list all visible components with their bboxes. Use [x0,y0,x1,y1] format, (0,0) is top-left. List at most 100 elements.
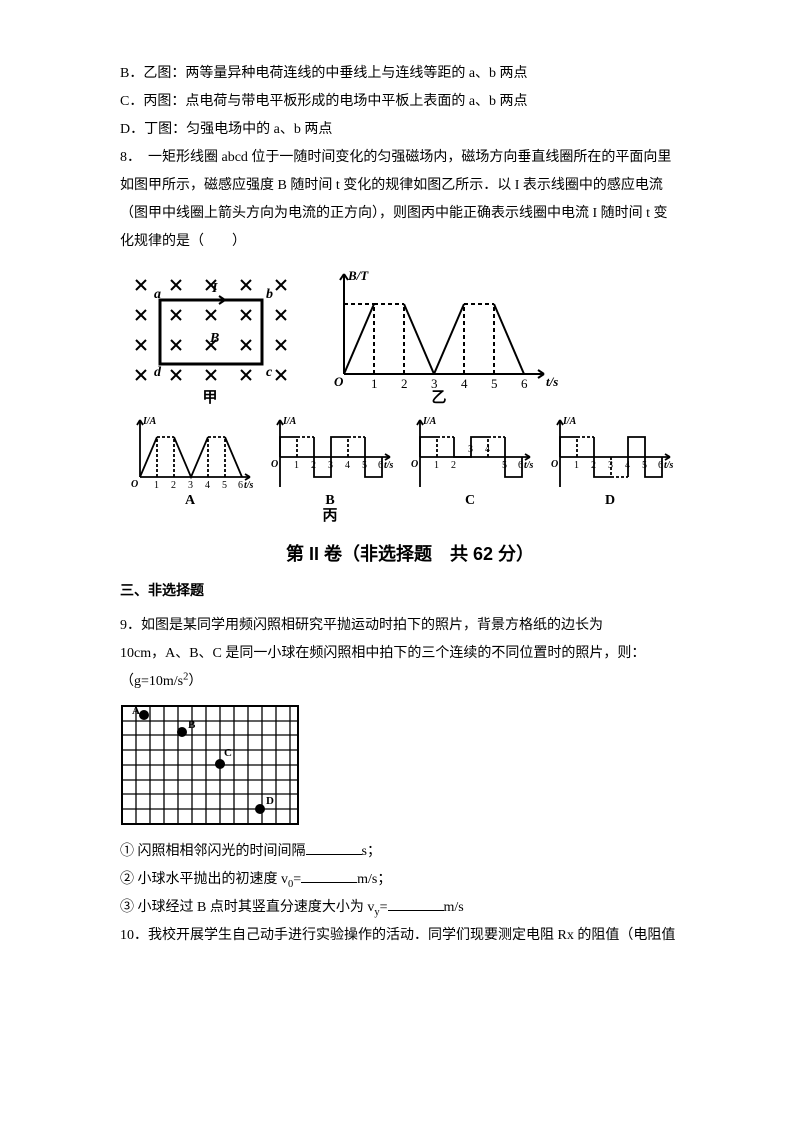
tick-yi-2: 2 [401,376,408,391]
svg-text:2: 2 [311,460,316,471]
svg-text:1: 1 [574,460,579,471]
tick-yi-4: 4 [461,376,468,391]
axis-bt: B/T [347,268,369,283]
blank-1 [306,840,362,855]
svg-text:2: 2 [451,460,456,471]
svg-text:3: 3 [328,460,333,471]
svg-text:3: 3 [188,480,193,491]
svg-text:O: O [334,374,344,389]
caption-yi: 乙 [431,390,446,404]
grid-label-a: A [132,705,140,717]
axis-ts-a: t/s [244,480,254,491]
svg-text:5: 5 [362,460,367,471]
tick-yi-6: 6 [521,376,528,391]
blank-3 [388,896,444,911]
q9-item2-prefix: ② 小球水平抛出的初速度 v [120,872,288,887]
q9-item1-prefix: ① 闪照相相邻闪光的时间间隔 [120,844,306,859]
opt-b-label: B [325,493,334,508]
figure-grid: A B C D [120,704,700,834]
option-c-text: C．丙图：点电荷与带电平板形成的电场中平板上表面的 a、b 两点 [120,94,528,109]
tick-yi-5: 5 [491,376,498,391]
axis-ia-c: I/A [422,416,437,427]
q9-line3: （g=10m/s2） [120,668,700,696]
svg-text:3: 3 [608,460,613,471]
grid-label-d: D [266,795,274,807]
figure-bing-row: I/A O 123456 t/s A I/A O 12 [120,412,700,522]
label-c: c [266,365,273,380]
svg-text:5: 5 [502,460,507,471]
axis-ia-a: I/A [142,416,157,427]
axis-ia-d: I/A [562,416,577,427]
label-a: a [154,287,161,302]
q9-item3-mid: = [380,900,388,915]
svg-text:2: 2 [591,460,596,471]
svg-text:O: O [551,459,558,470]
svg-text:5: 5 [642,460,647,471]
label-B-field: B [209,331,219,346]
svg-text:6: 6 [658,460,663,471]
axis-ts-c: t/s [524,460,534,471]
opt-a-label: A [185,493,196,508]
q9-item2-suffix: m/s； [357,872,391,887]
label-b: b [266,287,273,302]
option-b-text: B．乙图：两等量异种电荷连线的中垂线上与连线等距的 a、b 两点 [120,66,528,81]
svg-text:O: O [411,459,418,470]
q9-item3-prefix: ③ 小球经过 B 点时其竖直分速度大小为 v [120,900,374,915]
figure-jia-yi-row: a b c d I B 甲 [120,264,700,404]
option-d-text: D．丁图：匀强电场中的 a、b 两点 [120,122,332,137]
q9-item1: ① 闪照相相邻闪光的时间间隔 s； [120,838,700,866]
svg-text:2: 2 [171,480,176,491]
option-c: C．丙图：点电荷与带电平板形成的电场中平板上表面的 a、b 两点 [120,88,700,116]
q9-item3-suffix: m/s [444,900,464,915]
q9-item1-suffix: s； [362,844,381,859]
tick-yi-3: 3 [431,376,438,391]
q9-line3-suffix: ） [188,674,202,689]
q9-item3: ③ 小球经过 B 点时其竖直分速度大小为 vy=m/s [120,894,700,922]
grid-label-b: B [188,719,196,731]
svg-text:O: O [131,479,138,490]
svg-text:1: 1 [294,460,299,471]
svg-text:4: 4 [205,480,210,491]
figure-bing: I/A O 123456 t/s A I/A O 12 [120,412,680,522]
q8-line2: 如图甲所示，磁感应强度 B 随时间 t 变化的规律如图乙所示．以 I 表示线圈中… [120,172,700,200]
label-I: I [211,281,218,296]
svg-text:4: 4 [625,460,630,471]
svg-text:O: O [271,459,278,470]
opt-c-label: C [465,493,475,508]
tick-yi-1: 1 [371,376,378,391]
svg-text:1: 1 [154,480,159,491]
caption-bing: 丙 [322,507,337,522]
q9-line2: 10cm，A、B、C 是同一小球在频闪照相中拍下的三个连续的不同位置时的照片，则… [120,640,700,668]
q8-line1: 8． 一矩形线圈 abcd 位于一随时间变化的匀强磁场内，磁场方向垂直线圈所在的… [120,144,700,172]
section3-heading: 三、非选择题 [120,578,700,606]
svg-text:3: 3 [468,444,473,455]
figure-yi: B/T t/s O 1 2 3 4 5 6 乙 [314,264,564,404]
option-b: B．乙图：两等量异种电荷连线的中垂线上与连线等距的 a、b 两点 [120,60,700,88]
figure-jia: a b c d I B 甲 [120,264,310,404]
opt-d-label: D [605,493,615,508]
q8-line4: 化规律的是（ ） [120,228,700,256]
caption-jia: 甲 [202,389,217,404]
q10-line: 10．我校开展学生自己动手进行实验操作的活动．同学们现要测定电阻 Rx 的阻值（… [120,922,700,950]
axis-ts-yi: t/s [546,374,558,389]
svg-text:1: 1 [434,460,439,471]
blank-2 [301,868,357,883]
svg-text:5: 5 [222,480,227,491]
section2-title: 第 II 卷（非选择题 共 62 分） [120,536,700,572]
axis-ts-b: t/s [384,460,394,471]
q9-item2-mid: = [293,872,301,887]
axis-ts-d: t/s [664,460,674,471]
svg-text:6: 6 [518,460,523,471]
q9-line1: 9．如图是某同学用频闪照相研究平抛运动时拍下的照片，背景方格纸的边长为 [120,612,700,640]
option-d: D．丁图：匀强电场中的 a、b 两点 [120,116,700,144]
svg-text:4: 4 [485,444,490,455]
svg-text:4: 4 [345,460,350,471]
grid-svg: A B C D [120,704,300,834]
q9-item2: ② 小球水平抛出的初速度 v0=m/s； [120,866,700,894]
svg-text:6: 6 [238,480,243,491]
svg-text:6: 6 [378,460,383,471]
q9-line3-prefix: （g=10m/s [120,674,183,689]
grid-label-c: C [224,747,232,759]
q8-line3: （图甲中线圈上箭头方向为电流的正方向），则图丙中能正确表示线圈中电流 I 随时间… [120,200,700,228]
label-d: d [154,365,162,380]
